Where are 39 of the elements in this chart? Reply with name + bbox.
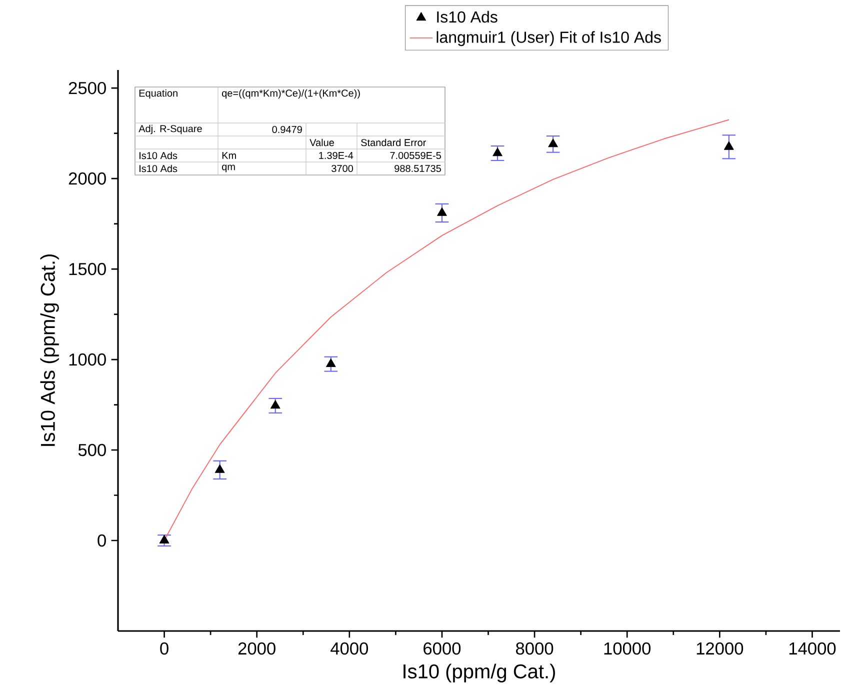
annotation: Km: [222, 152, 236, 159]
annotation: Standard Error: [361, 138, 426, 146]
y-tick-label: 2000: [68, 172, 106, 185]
legend-label: langmuir1 (User) Fit of Is10 Ads: [436, 31, 661, 46]
point: [270, 400, 280, 409]
x-tick-label: 2000: [238, 642, 276, 655]
x-tick-label: 8000: [516, 642, 554, 655]
point: [159, 534, 170, 544]
annotation: Value: [310, 138, 334, 146]
point: [214, 464, 225, 473]
x-tick-label: 6000: [424, 642, 461, 655]
annotation: qm: [222, 164, 235, 172]
y-tick-label: 2500: [68, 82, 106, 94]
annotation: Is10 Ads: [140, 152, 178, 160]
x-tick-label: 0: [160, 642, 168, 655]
x-tick-label: 14000: [789, 642, 836, 655]
y-tick-label: 500: [78, 444, 106, 456]
annotation: Is10 Ads: [140, 164, 178, 172]
point: [724, 141, 734, 150]
legend-label: Is10 Ads: [437, 10, 498, 23]
point: [548, 138, 558, 148]
y-tick-label: 1500: [69, 262, 106, 276]
x-axis-title: Is10 (ppm/g Cat.): [404, 664, 555, 682]
y-axis-title: Is10 Ads (ppm/g Cat.): [40, 254, 59, 446]
x-tick-label: 12000: [696, 642, 744, 655]
annotation: Equation: [139, 89, 178, 99]
annotation: 0.9479: [272, 126, 302, 134]
annotation: Adj. R-Square: [138, 124, 202, 134]
annotation: 988.51735: [394, 165, 441, 172]
x-tick-label: 4000: [330, 642, 368, 655]
point: [326, 358, 336, 368]
y-tick-label: 1000: [69, 353, 106, 366]
y-tick-label: 0: [98, 534, 106, 547]
x-tick-label: 10000: [604, 642, 651, 655]
annotation: 3700: [332, 165, 354, 172]
point: [437, 207, 447, 216]
annotation: 7.00559E-5: [390, 152, 441, 160]
annotation: 1.39E-4: [319, 152, 354, 160]
annotation: qe=((qm*Km)*Ce)/(1+(Km*Ce)): [222, 89, 360, 99]
